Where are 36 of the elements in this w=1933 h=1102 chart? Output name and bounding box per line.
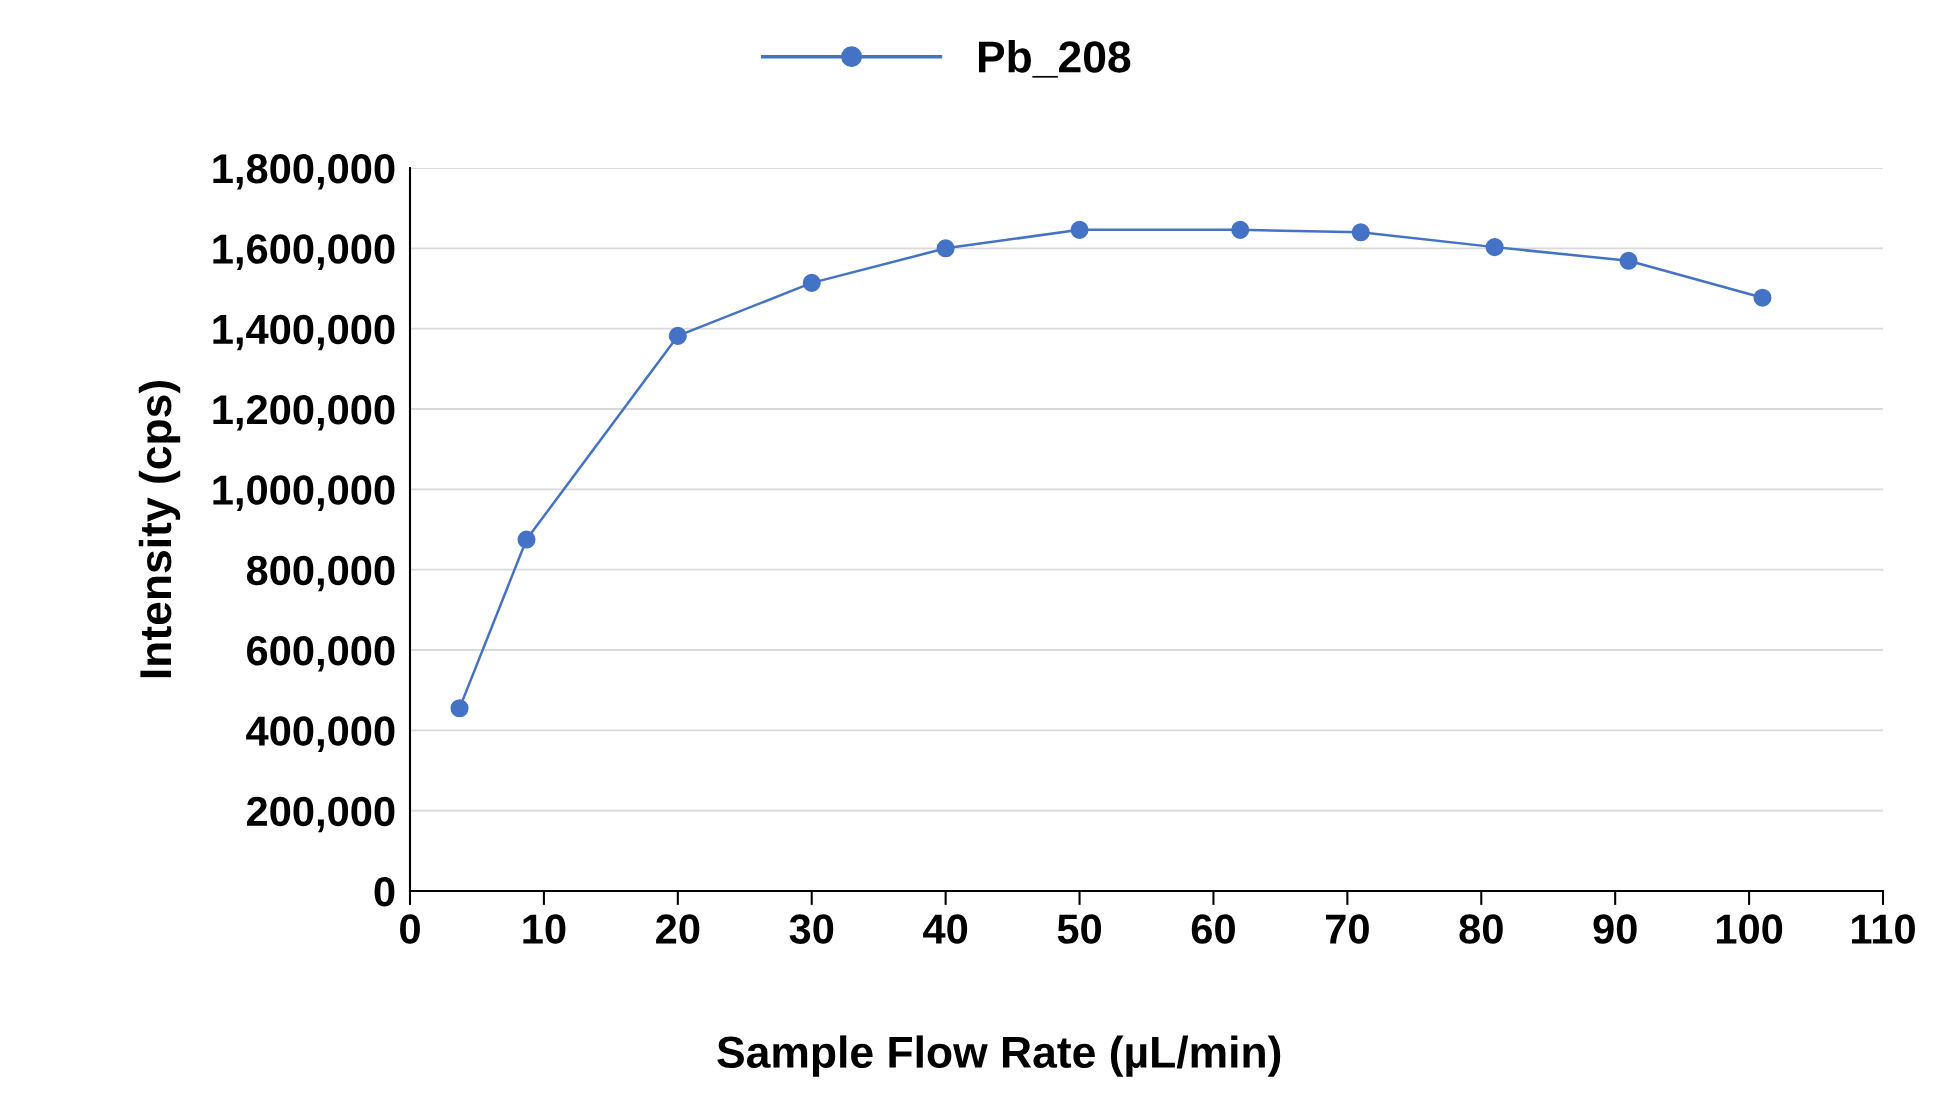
y-tick-label: 1,200,000: [213, 395, 395, 431]
point: [1070, 220, 1089, 239]
y-tick-label: 1,800,000: [213, 154, 395, 190]
x-tick-label: 30: [789, 914, 834, 944]
x-tick-label: 50: [1057, 914, 1102, 944]
x-tick-label: 100: [1716, 914, 1783, 944]
x-tick-label: 80: [1459, 914, 1503, 944]
point: [936, 239, 955, 258]
x-axis-title: Sample Flow Rate (µL/min): [717, 1035, 1281, 1077]
x-tick-label: 70: [1325, 914, 1369, 944]
y-tick-label: 1,000,000: [213, 475, 395, 511]
y-tick-label: 1,600,000: [213, 234, 395, 270]
y-tick-label: 1,400,000: [213, 314, 395, 351]
point: [1351, 223, 1370, 242]
x-tick-label: 40: [923, 914, 968, 944]
point: [1485, 238, 1504, 257]
x-tick-label: 60: [1191, 914, 1235, 944]
x-tick-label: 110: [1852, 914, 1915, 944]
point: [802, 273, 821, 292]
point: [1619, 251, 1638, 270]
point: [1753, 288, 1772, 307]
legend-label: Pb_208: [978, 40, 1131, 78]
point: [668, 326, 687, 345]
y-axis-title: Intensity (cps): [138, 381, 181, 678]
point: [517, 530, 536, 549]
y-tick-label: 400,000: [246, 716, 395, 752]
point: [450, 699, 469, 718]
y-tick-label: 600,000: [247, 636, 395, 672]
x-tick-label: 0: [400, 914, 420, 944]
x-tick-label: 20: [656, 914, 700, 944]
point: [1231, 220, 1250, 239]
y-tick-label: 200,000: [246, 796, 395, 833]
x-tick-label: 10: [523, 914, 566, 944]
x-tick-label: 90: [1593, 914, 1637, 944]
y-tick-label: 800,000: [246, 555, 395, 592]
y-tick-label: 0: [374, 877, 395, 907]
